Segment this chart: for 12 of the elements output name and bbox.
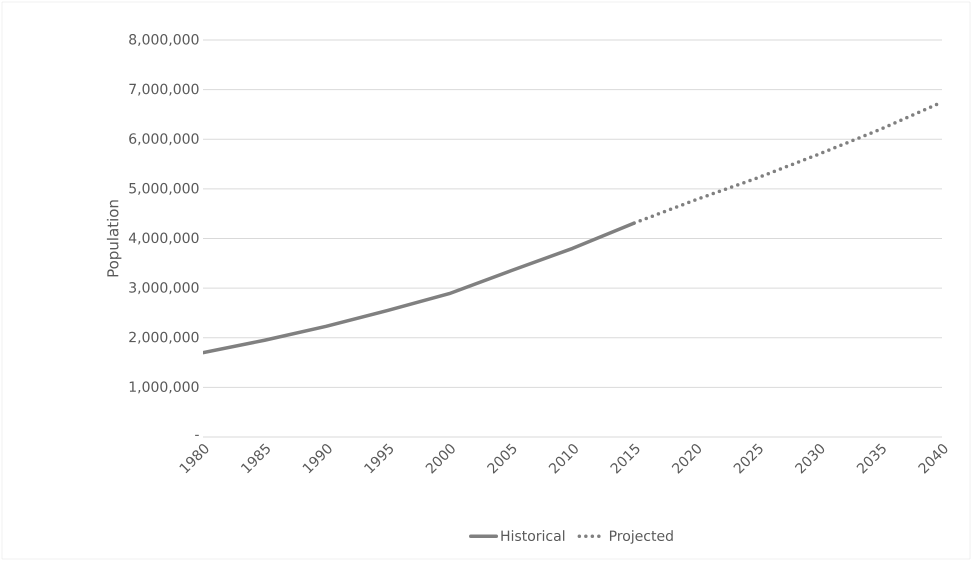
y-tick-label: 1,000,000	[130, 381, 199, 394]
y-tick-label: 4,000,000	[128, 232, 199, 245]
y-tick-label: 2,000,000	[129, 332, 199, 344]
y-tick-label: 6,000,000	[129, 133, 199, 146]
legend-label: Historical	[501, 530, 564, 542]
legend-label: Projected	[610, 530, 673, 544]
y-tick-label: 7,000,000	[129, 84, 199, 96]
y-tick-label: -	[195, 434, 199, 436]
y-tick-label: 3,000,000	[129, 282, 199, 294]
y-axis-title: Population	[106, 200, 122, 276]
y-tick-label: 8,000,000	[129, 34, 199, 46]
y-tick-label: 5,000,000	[129, 182, 199, 195]
